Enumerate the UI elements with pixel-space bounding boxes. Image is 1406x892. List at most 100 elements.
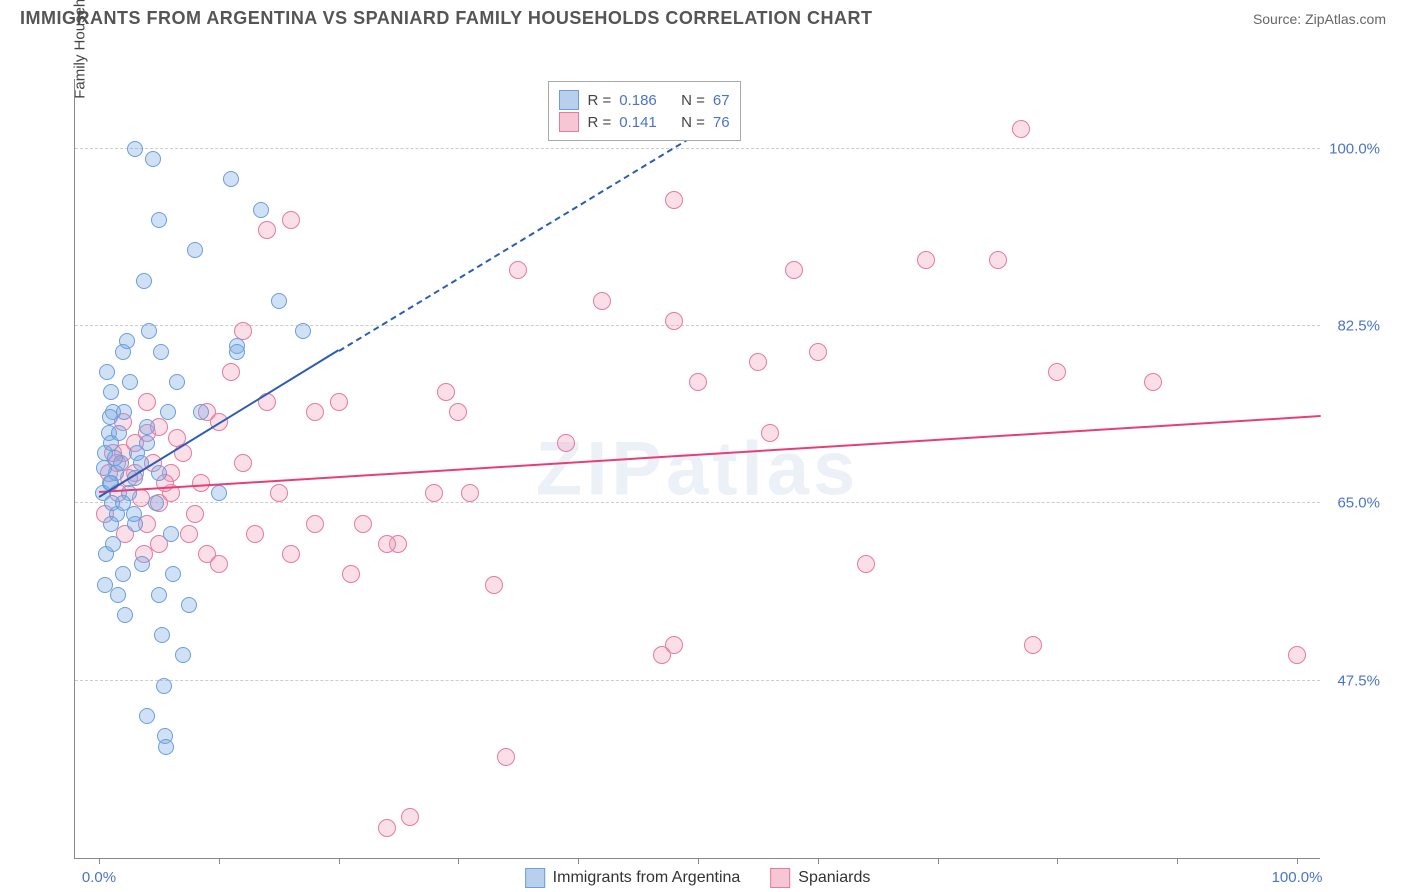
scatter-point-pink bbox=[917, 251, 935, 269]
scatter-point-pink bbox=[653, 646, 671, 664]
scatter-point-pink bbox=[593, 292, 611, 310]
legend-swatch bbox=[525, 868, 545, 888]
scatter-point-pink bbox=[258, 221, 276, 239]
scatter-point-blue bbox=[156, 678, 172, 694]
scatter-point-pink bbox=[282, 545, 300, 563]
scatter-point-pink bbox=[665, 312, 683, 330]
scatter-point-blue bbox=[127, 141, 143, 157]
scatter-point-pink bbox=[665, 191, 683, 209]
scatter-point-blue bbox=[158, 739, 174, 755]
gridline bbox=[75, 680, 1320, 681]
trend-line bbox=[338, 132, 698, 351]
x-tick bbox=[339, 858, 340, 864]
scatter-point-pink bbox=[449, 403, 467, 421]
x-tick-label: 0.0% bbox=[82, 869, 116, 886]
scatter-point-blue bbox=[211, 485, 227, 501]
scatter-point-blue bbox=[107, 450, 123, 466]
scatter-point-pink bbox=[342, 565, 360, 583]
gridline bbox=[75, 502, 1320, 503]
scatter-point-blue bbox=[104, 495, 120, 511]
scatter-point-blue bbox=[154, 627, 170, 643]
scatter-point-blue bbox=[99, 364, 115, 380]
scatter-point-blue bbox=[193, 404, 209, 420]
scatter-point-pink bbox=[306, 403, 324, 421]
scatter-point-blue bbox=[163, 526, 179, 542]
scatter-point-blue bbox=[117, 607, 133, 623]
scatter-point-pink bbox=[689, 373, 707, 391]
scatter-point-blue bbox=[271, 293, 287, 309]
scatter-point-blue bbox=[151, 465, 167, 481]
scatter-point-pink bbox=[306, 515, 324, 533]
scatter-point-pink bbox=[282, 211, 300, 229]
scatter-point-blue bbox=[110, 587, 126, 603]
scatter-point-pink bbox=[809, 343, 827, 361]
x-tick bbox=[1297, 858, 1298, 864]
scatter-point-pink bbox=[785, 261, 803, 279]
trend-line bbox=[99, 415, 1321, 493]
scatter-point-pink bbox=[222, 363, 240, 381]
scatter-point-blue bbox=[151, 212, 167, 228]
scatter-point-blue bbox=[105, 536, 121, 552]
scatter-point-pink bbox=[354, 515, 372, 533]
scatter-point-blue bbox=[295, 323, 311, 339]
scatter-point-pink bbox=[1048, 363, 1066, 381]
scatter-point-pink bbox=[378, 535, 396, 553]
source-link[interactable]: ZipAtlas.com bbox=[1305, 11, 1386, 27]
scatter-point-blue bbox=[136, 273, 152, 289]
scatter-point-pink bbox=[761, 424, 779, 442]
scatter-point-pink bbox=[270, 484, 288, 502]
legend-stats-row: R =0.141 N =76 bbox=[559, 112, 729, 132]
scatter-point-blue bbox=[175, 647, 191, 663]
plot-area: ZIPatlas 47.5%65.0%82.5%100.0%0.0%100.0%… bbox=[74, 79, 1320, 859]
scatter-point-blue bbox=[253, 202, 269, 218]
scatter-point-pink bbox=[1012, 120, 1030, 138]
scatter-point-pink bbox=[989, 251, 1007, 269]
scatter-point-blue bbox=[151, 587, 167, 603]
x-tick bbox=[818, 858, 819, 864]
x-tick bbox=[219, 858, 220, 864]
scatter-point-pink bbox=[378, 819, 396, 837]
gridline bbox=[75, 325, 1320, 326]
scatter-point-pink bbox=[234, 454, 252, 472]
scatter-point-blue bbox=[134, 556, 150, 572]
scatter-point-pink bbox=[180, 525, 198, 543]
scatter-point-blue bbox=[223, 171, 239, 187]
scatter-point-pink bbox=[749, 353, 767, 371]
scatter-point-blue bbox=[153, 344, 169, 360]
scatter-point-pink bbox=[186, 505, 204, 523]
gridline bbox=[75, 148, 1320, 149]
scatter-point-pink bbox=[192, 474, 210, 492]
scatter-point-blue bbox=[103, 384, 119, 400]
scatter-point-pink bbox=[497, 748, 515, 766]
scatter-point-blue bbox=[111, 425, 127, 441]
scatter-point-blue bbox=[126, 506, 142, 522]
legend-stats: R =0.186 N =67R =0.141 N =76 bbox=[548, 81, 740, 141]
watermark: ZIPatlas bbox=[536, 425, 859, 512]
scatter-point-pink bbox=[246, 525, 264, 543]
scatter-point-pink bbox=[509, 261, 527, 279]
y-tick-label: 100.0% bbox=[1325, 140, 1380, 157]
x-tick bbox=[578, 858, 579, 864]
scatter-point-pink bbox=[1144, 373, 1162, 391]
scatter-point-blue bbox=[169, 374, 185, 390]
scatter-point-blue bbox=[160, 404, 176, 420]
scatter-point-blue bbox=[103, 516, 119, 532]
legend-label: Immigrants from Argentina bbox=[553, 869, 741, 887]
x-tick bbox=[1057, 858, 1058, 864]
scatter-point-blue bbox=[119, 333, 135, 349]
scatter-point-pink bbox=[330, 393, 348, 411]
scatter-point-blue bbox=[187, 242, 203, 258]
x-tick bbox=[99, 858, 100, 864]
chart-title: IMMIGRANTS FROM ARGENTINA VS SPANIARD FA… bbox=[20, 8, 873, 29]
scatter-point-pink bbox=[485, 576, 503, 594]
scatter-point-pink bbox=[1288, 646, 1306, 664]
scatter-point-pink bbox=[401, 808, 419, 826]
scatter-point-blue bbox=[148, 495, 164, 511]
scatter-point-pink bbox=[461, 484, 479, 502]
scatter-point-pink bbox=[857, 555, 875, 573]
scatter-point-pink bbox=[138, 393, 156, 411]
x-tick bbox=[938, 858, 939, 864]
y-tick-label: 65.0% bbox=[1325, 495, 1380, 512]
scatter-point-blue bbox=[97, 577, 113, 593]
scatter-point-pink bbox=[557, 434, 575, 452]
